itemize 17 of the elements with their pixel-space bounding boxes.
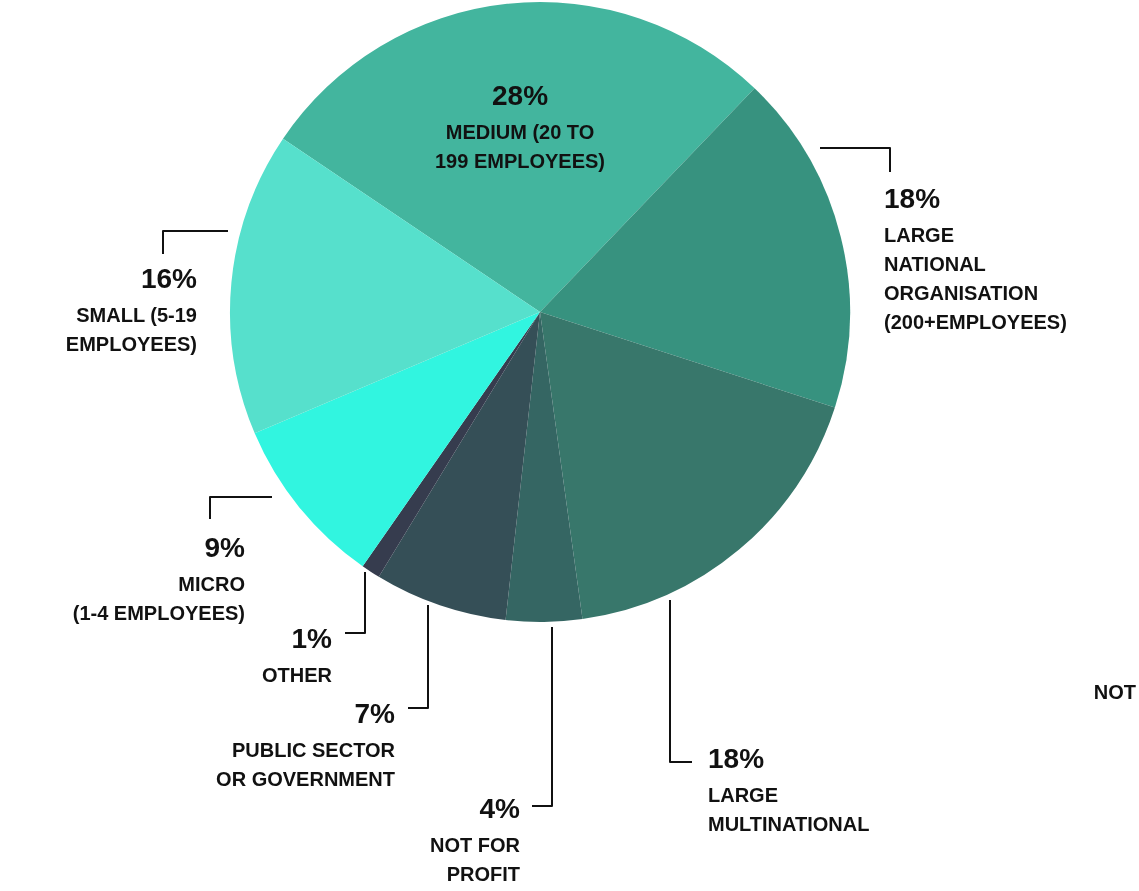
slice-label: PUBLIC SECTOR OR GOVERNMENT <box>216 738 396 790</box>
slice-label: MEDIUM (20 TO 199 EMPLOYEES) <box>434 120 606 172</box>
slice-label: SMALL (5-19 EMPLOYEES) <box>65 303 197 355</box>
data-label: 16% <box>140 262 198 294</box>
data-label: 18% <box>708 742 765 774</box>
data-label: 7% <box>354 697 396 729</box>
data-label: 1% <box>291 622 333 654</box>
text: NOT <box>1093 680 1136 703</box>
slice-label: MICRO (1-4 EMPLOYEES) <box>72 572 245 624</box>
data-label: 4% <box>479 792 521 824</box>
data-label: 28% <box>491 79 549 111</box>
data-label: 18% <box>884 182 941 214</box>
data-label: 9% <box>204 531 246 563</box>
slice-label: NOT FOR PROFIT <box>430 833 521 885</box>
slice-label: OTHER <box>262 663 333 686</box>
slice-label: LARGE MULTINATIONAL <box>708 783 870 835</box>
slice-label: LARGE NATIONAL ORGANISATION (200+EMPLOYEES) <box>884 223 1067 333</box>
